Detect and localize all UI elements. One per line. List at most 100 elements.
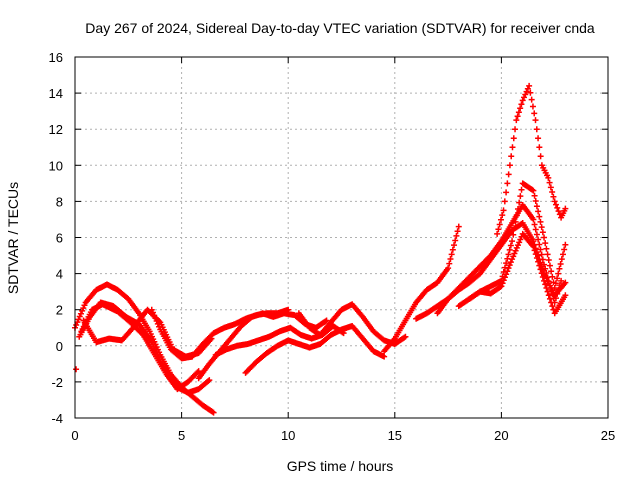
series-pass-9 [295, 301, 409, 347]
data-points [72, 82, 569, 416]
data-point [537, 218, 544, 225]
data-point [542, 240, 549, 247]
data-point [552, 280, 559, 287]
x-tick-label: 15 [388, 428, 402, 443]
x-tick-label: 25 [601, 428, 615, 443]
data-point [548, 299, 555, 306]
data-point [500, 207, 507, 214]
data-point [528, 96, 535, 103]
data-point [535, 135, 542, 142]
data-point [452, 237, 459, 244]
data-point [554, 204, 561, 211]
data-point [539, 274, 546, 281]
data-point [205, 378, 212, 385]
y-tick-label: 0 [56, 339, 63, 354]
data-point [513, 117, 520, 124]
data-point [536, 241, 543, 248]
data-point [530, 243, 537, 250]
chart-title: Day 267 of 2024, Sidereal Day-to-day VTE… [85, 20, 595, 36]
data-point [500, 277, 507, 284]
data-point [539, 229, 546, 236]
data-point [538, 270, 545, 277]
data-point [543, 245, 550, 252]
data-point [509, 256, 516, 263]
data-point [556, 282, 563, 289]
data-point [499, 280, 506, 287]
data-point [531, 192, 538, 199]
series-pass-10 [381, 223, 462, 355]
x-tick-label: 5 [178, 428, 185, 443]
data-point [76, 313, 83, 320]
series-pass-14 [466, 230, 569, 317]
data-point [518, 186, 525, 193]
data-point [545, 292, 552, 299]
data-point [447, 255, 454, 262]
data-point [512, 126, 519, 133]
data-point [152, 315, 159, 322]
data-point [532, 251, 539, 258]
data-point [555, 286, 562, 293]
data-point [551, 198, 558, 205]
data-point [513, 244, 520, 251]
data-point [511, 225, 518, 232]
data-point [555, 208, 562, 215]
series-pass-6 [195, 310, 330, 382]
data-point [139, 330, 146, 337]
y-tick-label: 12 [49, 122, 63, 137]
data-point [526, 82, 533, 89]
data-point [541, 261, 548, 268]
data-point [551, 285, 558, 292]
data-point [537, 246, 544, 253]
data-point [509, 144, 516, 151]
series-pass-12 [434, 202, 565, 317]
data-point [546, 295, 553, 302]
data-point [512, 247, 519, 254]
data-point [514, 206, 521, 213]
data-point [548, 268, 555, 275]
data-point [515, 109, 522, 116]
data-point [498, 283, 505, 290]
data-point [531, 221, 538, 228]
data-point [504, 180, 511, 187]
data-point [535, 258, 542, 265]
data-point [529, 103, 536, 110]
data-point [509, 238, 516, 245]
x-tick-label: 10 [281, 428, 295, 443]
data-point [195, 368, 202, 375]
data-point [446, 260, 453, 267]
data-point [533, 203, 540, 210]
data-point [545, 256, 552, 263]
data-point [505, 171, 512, 178]
data-point [504, 268, 511, 275]
data-point [496, 221, 503, 228]
data-point [510, 135, 517, 142]
data-point [530, 216, 537, 223]
data-point [322, 318, 329, 325]
data-point [538, 224, 545, 231]
data-point [517, 193, 524, 200]
data-point [156, 323, 163, 330]
data-point [546, 282, 553, 289]
data-point [154, 320, 161, 327]
data-point [537, 266, 544, 273]
data-point [544, 288, 551, 295]
data-point [503, 189, 510, 196]
data-point [153, 318, 160, 325]
data-point [401, 334, 408, 341]
series-pass-15 [494, 82, 569, 237]
data-point [506, 262, 513, 269]
data-point [149, 309, 156, 316]
data-point [549, 189, 556, 196]
data-point [549, 273, 556, 280]
data-point [494, 230, 501, 237]
data-point [555, 270, 562, 277]
data-point [537, 153, 544, 160]
data-point [516, 239, 523, 246]
data-point [449, 246, 456, 253]
data-point [508, 153, 515, 160]
x-axis-label: GPS time / hours [287, 458, 394, 474]
data-point [73, 321, 80, 328]
data-point [536, 144, 543, 151]
data-point [552, 295, 559, 302]
